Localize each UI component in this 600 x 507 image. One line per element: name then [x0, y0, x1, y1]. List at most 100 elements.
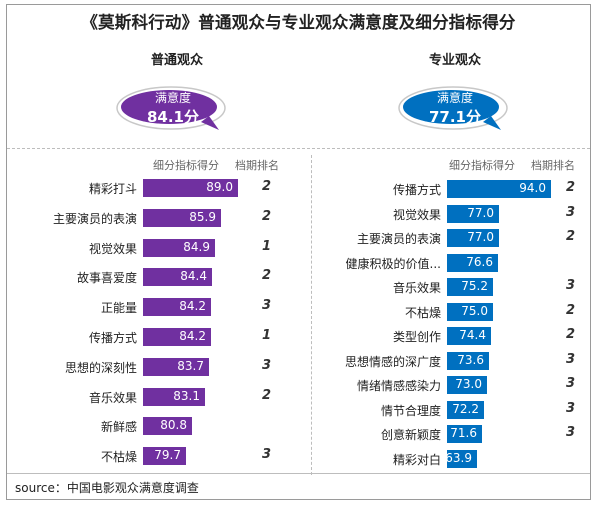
general-bar-row: 精彩打斗 89.0 2 [7, 179, 590, 197]
professional-bar-row: 健康积极的价值... 76.6 [7, 254, 590, 272]
general-category-label: 视觉效果 [88, 242, 137, 256]
professional-category-label: 情绪情感感染力 [356, 379, 441, 393]
general-category-label: 音乐效果 [88, 391, 137, 405]
professional-bar: 73.0 [447, 376, 487, 394]
general-satisfaction-label: 满意度 [154, 91, 191, 105]
professional-bar: 63.9 [445, 450, 477, 468]
general-category-label: 新鲜感 [100, 420, 137, 434]
professional-bar: 75.2 [447, 278, 493, 296]
general-category-label: 不枯燥 [100, 450, 137, 464]
professional-bar-value-label: 71.6 [450, 426, 477, 440]
general-bar-value-label: 80.8 [160, 418, 187, 432]
general-bar: 89.0 [143, 179, 238, 197]
bottom-divider [7, 473, 590, 474]
professional-rank-label: 2 [566, 327, 576, 342]
general-bar: 79.7 [143, 447, 186, 465]
general-category-label: 精彩打斗 [88, 182, 137, 196]
professional-score-header: 细分指标得分 [449, 159, 515, 172]
top-divider [7, 148, 590, 149]
professional-category-label: 不枯燥 [404, 306, 441, 320]
general-bar-row: 不枯燥 79.7 3 [7, 447, 590, 465]
general-satisfaction-bubble: 满意度 84.1分 [116, 86, 229, 132]
general-rank-header: 档期排名 [235, 159, 279, 172]
general-satisfaction-score: 84.1分 [146, 108, 199, 126]
general-category-label: 正能量 [100, 301, 137, 315]
general-bar-value-label: 79.7 [154, 448, 181, 462]
professional-bar-row: 情绪情感感染力 73.0 3 [7, 376, 590, 394]
general-bar-value-label: 83.1 [173, 389, 200, 403]
professional-bar: 77.0 [447, 205, 499, 223]
professional-bar: 77.0 [447, 229, 499, 247]
panel-divider [311, 155, 312, 475]
professional-bar-value-label: 77.0 [467, 230, 494, 244]
professional-category-label: 健康积极的价值... [345, 257, 441, 271]
general-category-label: 思想的深刻性 [64, 361, 137, 375]
general-score-header: 细分指标得分 [153, 159, 219, 172]
general-rank-label: 2 [262, 209, 272, 224]
general-bar-row: 传播方式 84.2 1 [7, 328, 590, 346]
professional-rank-label: 3 [566, 352, 576, 367]
professional-bar-row: 音乐效果 75.2 3 [7, 278, 590, 296]
professional-bar-value-label: 74.4 [459, 328, 486, 342]
professional-satisfaction-bubble: 满意度 77.1分 [398, 86, 511, 132]
professional-category-label: 情节合理度 [380, 404, 441, 418]
professional-bar-row: 情节合理度 72.2 3 [7, 401, 590, 419]
professional-rank-header: 档期排名 [531, 159, 575, 172]
professional-bar-value-label: 73.6 [457, 353, 484, 367]
general-rank-label: 1 [262, 239, 272, 254]
professional-rank-label: 3 [566, 425, 576, 440]
general-rank-label: 2 [262, 388, 272, 403]
general-bar: 84.2 [143, 328, 211, 346]
professional-bubble-shape [398, 86, 508, 130]
professional-bar: 72.2 [447, 401, 484, 419]
general-bar: 83.1 [143, 388, 205, 406]
professional-rank-label: 3 [566, 401, 576, 416]
general-bar-value-label: 84.4 [180, 269, 207, 283]
general-bar-value-label: 85.9 [189, 210, 216, 224]
general-bar-value-label: 84.2 [179, 329, 206, 343]
general-rank-label: 3 [262, 298, 272, 313]
general-rank-label: 3 [262, 358, 272, 373]
general-rank-label: 1 [262, 328, 272, 343]
professional-bar-value-label: 72.2 [452, 402, 479, 416]
source-note: source：中国电影观众满意度调查 [15, 481, 199, 495]
general-bar: 84.9 [143, 239, 215, 257]
general-bar: 83.7 [143, 358, 209, 376]
professional-rank-label: 2 [566, 229, 576, 244]
professional-bar-value-label: 76.6 [466, 255, 493, 269]
general-bar-row: 音乐效果 83.1 2 [7, 388, 590, 406]
general-bar-row: 思想的深刻性 83.7 3 [7, 358, 590, 376]
general-bar-value-label: 83.7 [177, 359, 204, 373]
general-bar-row: 主要演员的表演 85.9 2 [7, 209, 590, 227]
professional-bar: 74.4 [447, 327, 491, 345]
chart-frame: 《莫斯科行动》普通观众与专业观众满意度及细分指标得分 普通观众 专业观众 满意度… [6, 4, 591, 500]
general-rank-label: 2 [262, 179, 272, 194]
professional-bar-row: 思想情感的深广度 73.6 3 [7, 352, 590, 370]
general-category-label: 主要演员的表演 [52, 212, 137, 226]
general-bar: 84.2 [143, 298, 211, 316]
general-bar-row: 故事喜爱度 84.4 2 [7, 268, 590, 286]
general-bar-row: 正能量 84.2 3 [7, 298, 590, 316]
general-category-label: 传播方式 [88, 331, 137, 345]
professional-category-label: 精彩对白 [392, 453, 441, 467]
professional-bar-row: 传播方式 94.0 2 [7, 180, 590, 198]
professional-bar-value-label: 77.0 [467, 206, 494, 220]
professional-bar-value-label: 75.2 [461, 279, 488, 293]
professional-bar-row: 视觉效果 77.0 3 [7, 205, 590, 223]
professional-bar-row: 主要演员的表演 77.0 2 [7, 229, 590, 247]
professional-category-label: 思想情感的深广度 [344, 355, 441, 369]
professional-bar: 73.6 [447, 352, 489, 370]
professional-bar-value-label: 75.0 [461, 304, 488, 318]
general-bar-row: 视觉效果 84.9 1 [7, 239, 590, 257]
general-bar-value-label: 84.9 [183, 240, 210, 254]
chart-title: 《莫斯科行动》普通观众与专业观众满意度及细分指标得分 [81, 13, 516, 32]
professional-bar: 94.0 [447, 180, 551, 198]
professional-category-label: 主要演员的表演 [356, 232, 441, 246]
professional-bar-row: 类型创作 74.4 2 [7, 327, 590, 345]
professional-rank-label: 2 [566, 180, 576, 195]
professional-rank-label: 3 [566, 376, 576, 391]
general-panel-title: 普通观众 [150, 53, 203, 68]
general-bar-value-label: 84.2 [179, 299, 206, 313]
general-bar-value-label: 89.0 [206, 180, 233, 194]
professional-bar: 76.6 [447, 254, 498, 272]
